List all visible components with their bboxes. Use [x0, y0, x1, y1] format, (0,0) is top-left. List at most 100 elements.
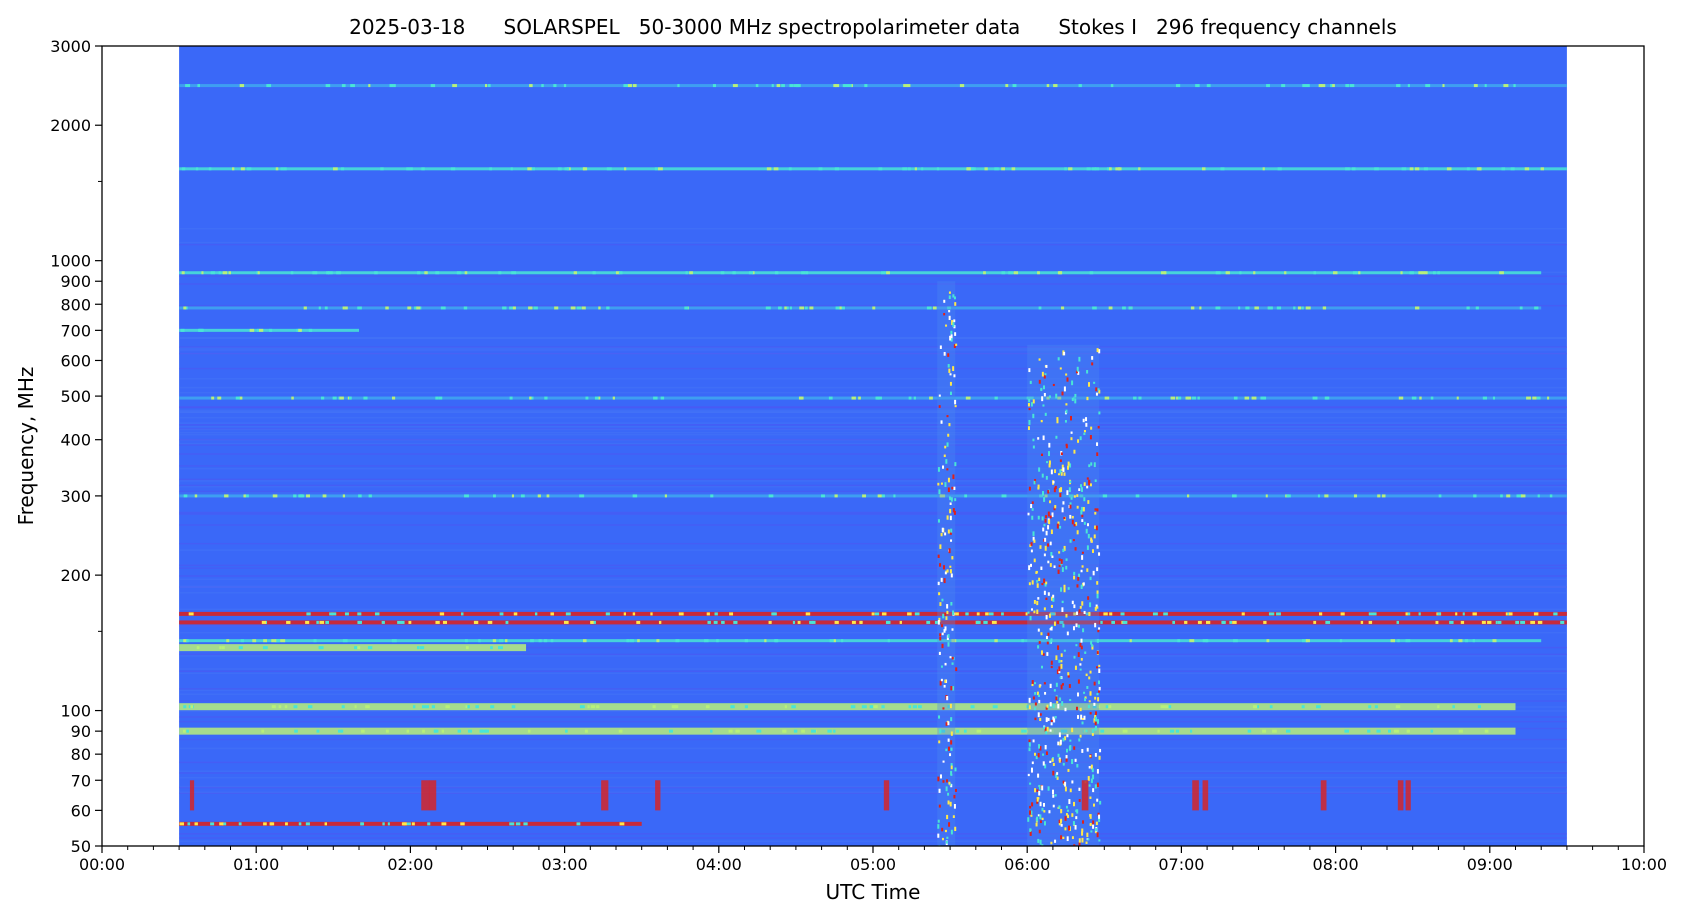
burst-speck: [1063, 545, 1066, 551]
burst-speck: [1079, 663, 1082, 666]
band-speckle: [1433, 271, 1436, 275]
band-speckle: [1495, 620, 1498, 624]
burst-speck: [1037, 753, 1040, 758]
band-speckle: [976, 620, 981, 624]
burst-speck: [1079, 436, 1082, 441]
burst-speck: [1068, 746, 1071, 751]
burst-speck: [1092, 570, 1095, 576]
burst-speck: [1094, 714, 1097, 719]
burst-speck: [1060, 653, 1063, 657]
burst-speck: [1058, 564, 1061, 567]
band-speckle: [833, 639, 836, 643]
burst-speck: [1089, 483, 1092, 487]
burst-speck: [1053, 565, 1056, 569]
burst-speck: [1081, 831, 1084, 836]
band-speckle: [275, 167, 279, 171]
band-speckle: [485, 729, 489, 733]
band-speckle: [298, 328, 302, 332]
band-speckle: [1419, 396, 1422, 400]
burst-speck: [1033, 610, 1036, 614]
band-speckle: [755, 84, 759, 88]
band-speckle: [778, 306, 782, 310]
burst-speck: [1096, 651, 1099, 655]
channel-texture: [179, 428, 1567, 431]
burst-speck: [1086, 523, 1089, 527]
band-speckle: [929, 396, 933, 400]
channel-texture: [179, 353, 1567, 355]
band-speckle: [1272, 729, 1277, 733]
band-speckle: [1089, 271, 1094, 275]
burst-speck: [1032, 399, 1035, 404]
band-speckle: [1537, 620, 1543, 624]
burst-speck: [1090, 778, 1093, 783]
band-speckle: [1195, 84, 1200, 88]
burst-speck: [943, 684, 946, 688]
channel-texture: [179, 426, 1567, 428]
burst-speck: [1071, 727, 1074, 733]
y-tick-label: 70: [71, 771, 91, 790]
band-speckle: [804, 306, 808, 310]
burst-speck: [953, 804, 956, 809]
band-speckle: [1477, 705, 1481, 709]
band-speckle: [1458, 639, 1463, 643]
band-speckle: [582, 167, 586, 171]
y-tick-label: 1000: [50, 252, 91, 271]
band-speckle: [280, 167, 284, 171]
burst-speck: [1063, 584, 1066, 590]
burst-speck: [1037, 694, 1040, 697]
band-speckle: [809, 306, 814, 310]
burst-speck: [1041, 396, 1044, 402]
channel-texture: [179, 585, 1567, 588]
band-speckle: [1263, 620, 1267, 624]
burst-speck: [1042, 761, 1045, 766]
band-speckle: [1037, 271, 1040, 275]
band-speckle: [606, 167, 612, 171]
burst-speck: [1055, 435, 1058, 439]
burst-speck: [937, 824, 940, 829]
band-speckle: [544, 396, 548, 400]
burst-speck: [1037, 814, 1040, 817]
band-speckle: [499, 612, 504, 616]
burst-speck: [1031, 761, 1034, 765]
band-speckle: [1301, 705, 1305, 709]
band-speckle: [1001, 167, 1005, 171]
band-speckle: [732, 271, 736, 275]
burst-speck: [1071, 780, 1074, 784]
band-speckle: [1122, 620, 1128, 624]
burst-speck: [947, 800, 950, 805]
burst-speck: [1049, 683, 1052, 689]
x-tick-label: 04:00: [696, 855, 742, 874]
burst-speck: [940, 665, 943, 668]
burst-speck: [1073, 449, 1076, 454]
burst-speck: [950, 747, 953, 751]
burst-speck: [1029, 810, 1032, 815]
burst-speck: [938, 489, 941, 495]
burst-speck: [1063, 649, 1066, 652]
band-speckle: [190, 705, 194, 709]
burst-speck: [941, 827, 944, 832]
burst-speck: [1061, 567, 1064, 572]
band-speckle: [912, 705, 918, 709]
band-speckle: [707, 620, 711, 624]
band-speckle: [581, 306, 586, 310]
burst-speck: [1047, 592, 1050, 596]
band-speckle: [1109, 612, 1113, 616]
band-speckle: [529, 396, 532, 400]
band-speckle: [1276, 306, 1282, 310]
channel-texture: [179, 625, 1567, 627]
band-speckle: [235, 396, 240, 400]
band-speckle: [921, 167, 924, 171]
band-speckle: [325, 620, 329, 624]
burst-speck: [1081, 717, 1084, 720]
band-speckle: [886, 620, 891, 624]
band-speckle: [553, 84, 557, 88]
burst-speck: [1096, 769, 1099, 774]
band-speckle: [1046, 84, 1050, 88]
burst-speck: [938, 405, 941, 408]
band-speckle: [1430, 729, 1434, 733]
channel-texture: [179, 227, 1567, 230]
burst-speck: [939, 728, 942, 734]
burst-speck: [1037, 712, 1040, 718]
x-axis-label: UTC Time: [826, 880, 921, 904]
burst-speck: [949, 656, 952, 659]
